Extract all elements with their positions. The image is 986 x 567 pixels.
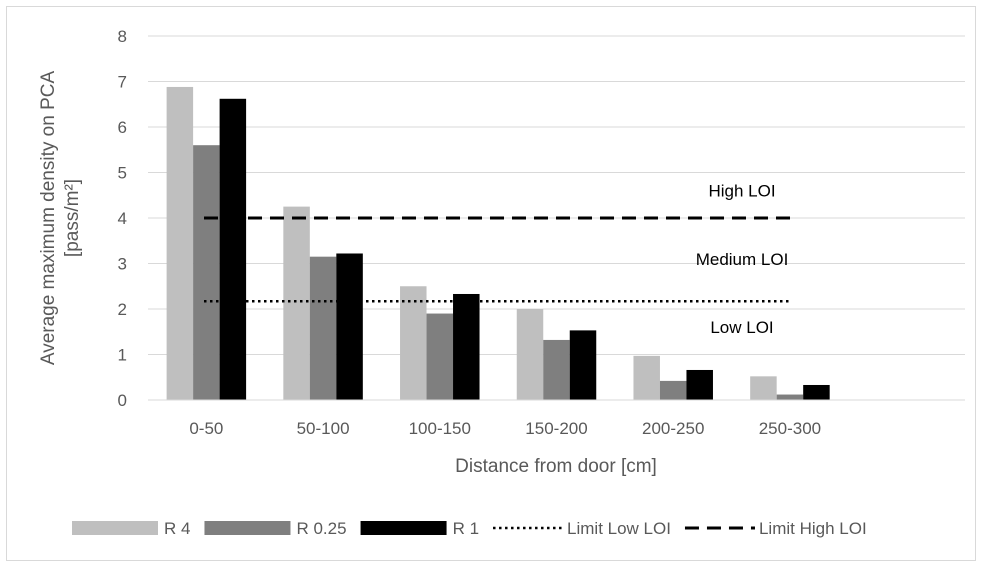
y-tick-label-0: 0 xyxy=(118,391,127,410)
bar-R1-250-300 xyxy=(803,384,830,400)
bar-R1-50-100 xyxy=(336,253,363,400)
bar-R4-100-150 xyxy=(400,286,427,400)
x-tick-label-250-300: 250-300 xyxy=(759,419,821,438)
y-axis-title-line-2: [pass/m²] xyxy=(62,179,83,257)
bar-R4-0-50 xyxy=(166,86,194,401)
y-tick-label-8: 8 xyxy=(118,27,127,46)
chart-frame xyxy=(6,6,976,561)
x-tick-label-200-250: 200-250 xyxy=(642,419,704,438)
annotation-low-loi: Low LOI xyxy=(710,318,773,337)
bar-R0_25-100-150 xyxy=(426,313,454,400)
y-tick-label-2: 2 xyxy=(118,300,127,319)
legend-swatch-R4 xyxy=(72,521,158,535)
y-tick-label-4: 4 xyxy=(118,209,127,228)
legend-label-limit-low-loi: Limit Low LOI xyxy=(567,519,671,538)
x-tick-label-100-150: 100-150 xyxy=(409,419,471,438)
bar-R0_25-200-250 xyxy=(659,380,687,400)
bar-R1-100-150 xyxy=(453,293,480,400)
annotation-high-loi: High LOI xyxy=(708,182,775,201)
bar-R0_25-250-300 xyxy=(776,394,804,400)
y-tick-label-5: 5 xyxy=(118,164,127,183)
bar-R4-50-100 xyxy=(283,206,310,400)
legend-label-R0_25: R 0.25 xyxy=(296,519,346,538)
bar-R4-200-250 xyxy=(633,355,660,400)
bar-R0_25-50-100 xyxy=(309,256,337,400)
bar-R4-150-200 xyxy=(516,309,544,400)
y-tick-label-3: 3 xyxy=(118,255,127,274)
bar-R4-250-300 xyxy=(750,376,777,400)
legend-label-limit-high-loi: Limit High LOI xyxy=(759,519,867,538)
bar-R0_25-150-200 xyxy=(543,339,570,400)
y-axis-title: Average maximum density on PCA [pass/m²] xyxy=(38,71,83,366)
bar-R1-150-200 xyxy=(569,330,597,400)
bar-R0_25-0-50 xyxy=(193,145,220,400)
bar-R1-200-250 xyxy=(686,369,713,400)
legend-label-R4: R 4 xyxy=(164,519,190,538)
y-tick-label-6: 6 xyxy=(118,118,127,137)
x-tick-label-50-100: 50-100 xyxy=(297,419,350,438)
y-tick-label-7: 7 xyxy=(118,73,127,92)
annotation-medium-loi: Medium LOI xyxy=(696,250,789,269)
bar-R1-0-50 xyxy=(219,98,247,400)
x-axis-title: Distance from door [cm] xyxy=(455,456,657,477)
y-tick-label-1: 1 xyxy=(118,346,127,365)
legend-swatch-R0_25 xyxy=(204,521,291,535)
legend-swatch-R1 xyxy=(360,521,447,535)
x-tick-label-0-50: 0-50 xyxy=(189,419,223,438)
x-tick-label-150-200: 150-200 xyxy=(525,419,587,438)
legend-label-R1: R 1 xyxy=(453,519,479,538)
y-axis-title-line-1: Average maximum density on PCA xyxy=(38,71,59,366)
